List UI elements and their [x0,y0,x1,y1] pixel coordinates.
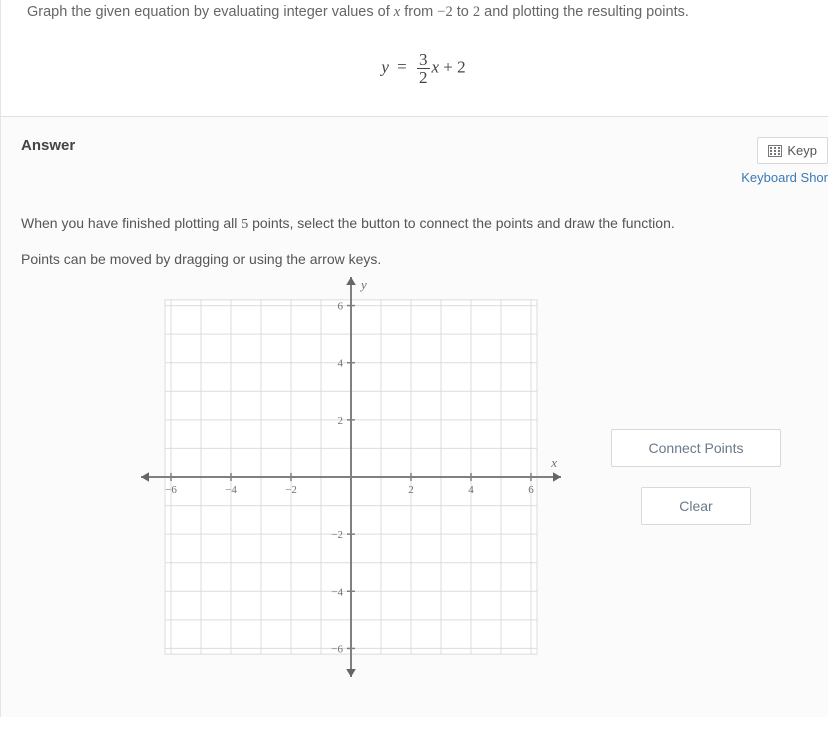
instruction-2: Points can be moved by dragging or using… [21,251,828,267]
svg-text:2: 2 [338,415,344,427]
keypad-label: Keyp [787,143,817,158]
equation: y = 3 2 x + 2 [27,51,820,86]
svg-text:−2: −2 [331,529,343,541]
connect-points-button[interactable]: Connect Points [611,429,781,467]
instr1-pre: When you have finished plotting all [21,215,241,231]
svg-text:−4: −4 [331,586,343,598]
eq-var: x [432,57,440,76]
svg-text:4: 4 [468,484,474,496]
answer-title: Answer [21,137,75,154]
instr1-post: points, select the button to connect the… [248,215,675,231]
coordinate-plane[interactable]: −6 −4 −2 2 4 6 −6 −4 −2 2 4 6 x y [141,277,561,677]
eq-equals: = [397,57,407,76]
question-text: Graph the given equation by evaluating i… [27,4,820,21]
q-pre: Graph the given equation by evaluating i… [27,4,394,20]
graph-buttons: Connect Points Clear [611,429,781,525]
q-mid: from [400,4,437,20]
answer-panel: Answer Keyp Keyboard Shor When you have … [0,116,828,717]
svg-text:−6: −6 [165,484,177,496]
q-from: −2 [437,4,452,20]
eq-num: 3 [417,51,430,69]
svg-text:6: 6 [528,484,534,496]
keypad-button[interactable]: Keyp [757,137,828,164]
clear-button[interactable]: Clear [641,487,751,525]
svg-text:−4: −4 [225,484,237,496]
svg-text:6: 6 [338,301,344,313]
eq-fraction: 3 2 [417,51,430,86]
instruction-1: When you have finished plotting all 5 po… [21,215,828,233]
graph-row: −6 −4 −2 2 4 6 −6 −4 −2 2 4 6 x y Connect Points Clea… [21,277,828,677]
eq-lhs: y [381,57,389,76]
keypad-wrap: Keyp Keyboard Shor [741,137,828,185]
eq-den: 2 [417,69,430,86]
svg-text:2: 2 [408,484,414,496]
keypad-icon [768,145,782,157]
answer-header: Answer Keyp Keyboard Shor [21,137,828,185]
svg-text:y: y [359,277,367,292]
q-post: and plotting the resulting points. [480,4,689,20]
keyboard-shortcut-link[interactable]: Keyboard Shor [741,170,828,185]
svg-text:4: 4 [338,358,344,370]
svg-text:−6: −6 [331,643,343,655]
eq-plus: + 2 [443,57,465,76]
question-area: Graph the given equation by evaluating i… [0,0,828,116]
q-to-word: to [453,4,473,20]
svg-text:−2: −2 [285,484,297,496]
svg-text:x: x [550,455,557,470]
